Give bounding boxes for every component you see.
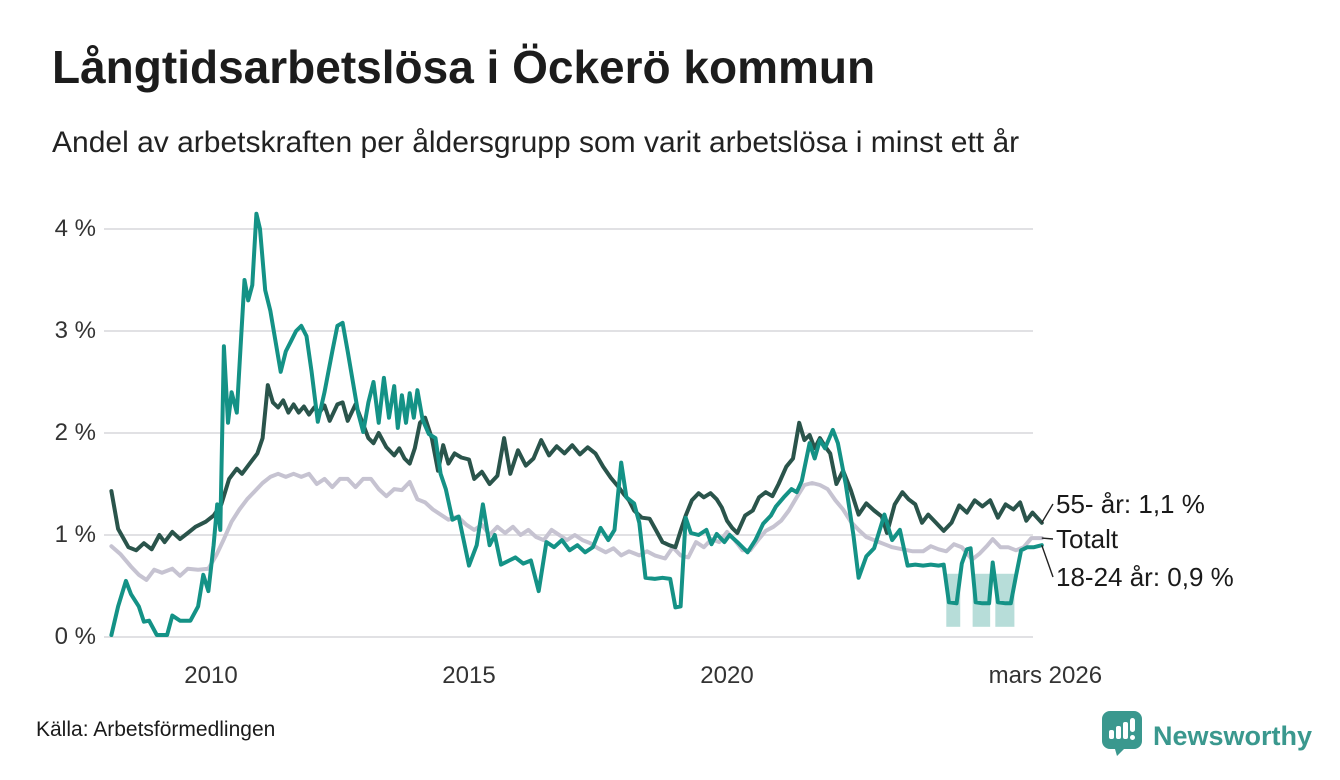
y-tick-label: 1 % — [54, 521, 96, 548]
newsworthy-logo-icon — [1101, 710, 1143, 762]
series-line-1 — [109, 471, 1044, 582]
source-note: Källa: Arbetsförmedlingen — [36, 718, 276, 741]
x-tick-label: mars 2026 — [988, 662, 1103, 689]
uncertainty-band — [972, 573, 991, 627]
x-tick-label: 2015 — [442, 662, 496, 689]
series-line-0 — [109, 383, 1044, 553]
label-connector — [1041, 503, 1054, 524]
x-tick-label: 2010 — [184, 662, 238, 689]
label-connector — [1041, 544, 1054, 578]
brand-name: Newsworthy — [1152, 721, 1312, 751]
series-line-2 — [109, 211, 1044, 637]
uncertainty-band — [995, 573, 1015, 627]
page-subtitle: Andel av arbetskraften per åldersgrupp s… — [52, 126, 1020, 159]
y-tick-label: 3 % — [54, 317, 96, 344]
y-tick-label: 0 % — [54, 623, 96, 650]
series-label-18-24: 18-24 år: 0,9 % — [1056, 562, 1234, 592]
series-label-55: 55- år: 1,1 % — [1056, 489, 1205, 519]
y-tick-label: 2 % — [54, 419, 96, 446]
brand-footer: Newsworthy — [1101, 710, 1312, 762]
y-tick-label: 4 % — [54, 215, 96, 242]
series-label-totalt: Totalt — [1056, 524, 1119, 554]
label-connector — [1041, 537, 1054, 540]
page-title: Långtidsarbetslösa i Öckerö kommun — [52, 41, 876, 93]
x-tick-label: 2020 — [700, 662, 754, 689]
